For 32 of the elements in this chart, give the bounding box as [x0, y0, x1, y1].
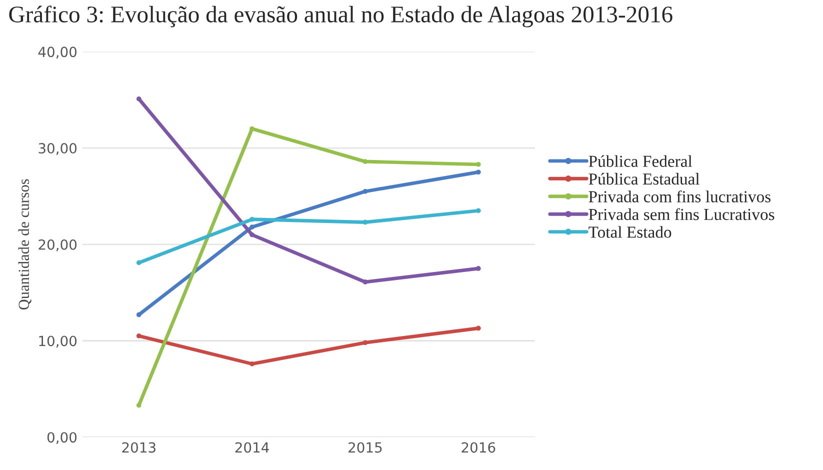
point	[136, 402, 142, 408]
point	[362, 280, 368, 284]
chart-title: Gráfico 3: Evolução da evasão anual no Estado de Alagoas 2013-2016	[9, 6, 672, 28]
y-tick-label: 20,00	[38, 239, 77, 252]
y-axis-title: Quantidade de cursos	[18, 179, 32, 310]
legend-label: Privada sem fins Lucrativos	[588, 208, 774, 220]
point	[136, 334, 142, 338]
legend-label: Total Estado	[588, 226, 672, 238]
y-tick-label: 30,00	[38, 143, 77, 155]
x-tick-label: 2015	[348, 442, 382, 453]
legend-label: Pública Estadual	[588, 172, 700, 185]
legend-label: Privada com fins lucrativos	[588, 190, 771, 202]
point	[250, 216, 254, 222]
point	[136, 260, 142, 266]
x-tick-label: 2013	[122, 442, 156, 453]
point	[250, 232, 254, 238]
point	[362, 220, 368, 225]
legend-label: Pública Federal	[588, 155, 692, 167]
point	[362, 340, 368, 346]
point	[476, 208, 481, 214]
y-tick-label: 40,00	[38, 46, 77, 59]
point	[136, 96, 142, 102]
point	[476, 326, 481, 331]
point	[476, 170, 481, 175]
point	[362, 188, 368, 194]
x-tick-label: 2016	[462, 442, 496, 453]
point	[136, 312, 142, 318]
y-tick-label: 10,00	[39, 336, 77, 348]
point	[250, 224, 254, 230]
x-tick-label: 2014	[235, 442, 269, 453]
y-tick-label: 0,00	[47, 432, 77, 444]
point	[250, 361, 254, 366]
